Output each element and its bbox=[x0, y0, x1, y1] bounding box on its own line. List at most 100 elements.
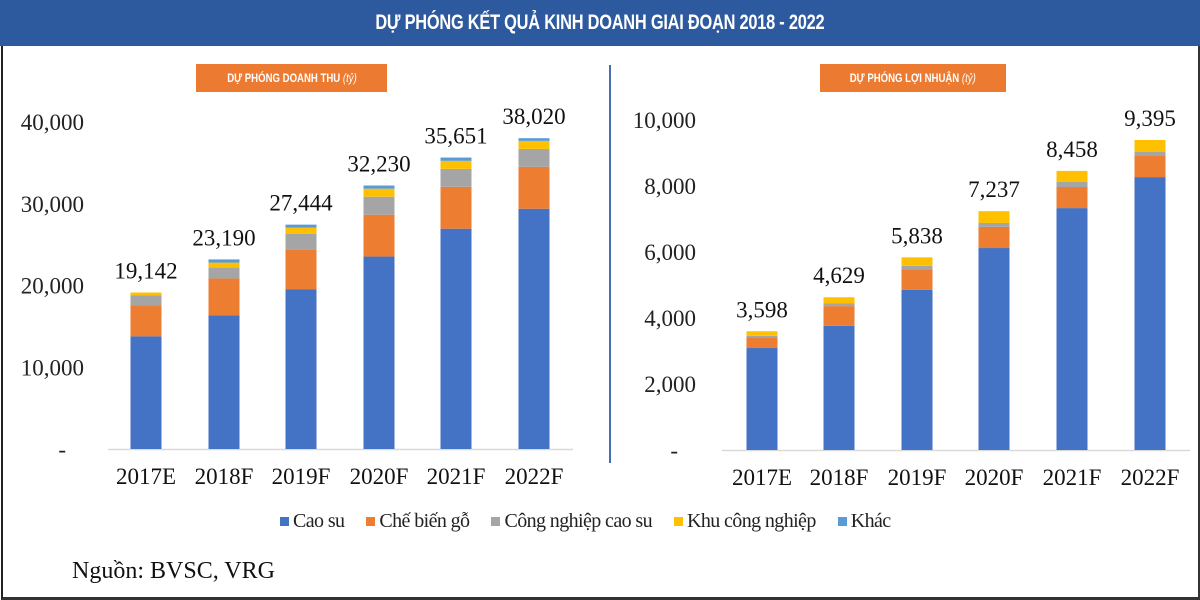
revenue-x-tick-label: 2017E bbox=[116, 464, 176, 489]
revenue-bar-segment bbox=[208, 267, 240, 279]
revenue-bar-segment bbox=[363, 256, 395, 449]
profit-bar-segment bbox=[978, 222, 1010, 227]
revenue-y-tick-label: 30,000 bbox=[21, 192, 84, 217]
profit-chart-unit: (tỷ) bbox=[962, 71, 977, 85]
profit-bar-segment bbox=[746, 348, 778, 450]
profit-y-tick-label: 10,000 bbox=[633, 108, 696, 133]
profit-total-label: 3,598 bbox=[736, 297, 788, 322]
profit-bar-segment bbox=[1134, 155, 1166, 178]
profit-bar-segment bbox=[1056, 208, 1088, 450]
revenue-total-label: 23,190 bbox=[192, 225, 255, 250]
revenue-total-label: 19,142 bbox=[114, 259, 177, 284]
revenue-bar-segment bbox=[440, 186, 472, 229]
legend-item-khu-cong-nghiep: Khu công nghiệp bbox=[673, 509, 816, 533]
revenue-total-label: 35,651 bbox=[424, 124, 487, 149]
revenue-bar-segment bbox=[518, 140, 550, 149]
revenue-chart-label: DỰ PHÓNG DOANH THU (tỷ) bbox=[196, 64, 387, 92]
profit-total-label: 9,395 bbox=[1124, 106, 1176, 131]
revenue-x-tick-label: 2021F bbox=[427, 464, 486, 489]
profit-bar-segment bbox=[1134, 152, 1166, 156]
revenue-total-label: 27,444 bbox=[269, 191, 333, 216]
profit-x-tick-label: 2018F bbox=[810, 465, 869, 490]
revenue-x-tick-label: 2022F bbox=[505, 464, 564, 489]
profit-bar-segment bbox=[823, 325, 855, 450]
revenue-bar-segment bbox=[518, 166, 550, 209]
profit-y-tick-label: - bbox=[670, 438, 678, 463]
revenue-y-tick-label: 20,000 bbox=[21, 274, 84, 299]
profit-bar-segment bbox=[746, 337, 778, 349]
legend-item-che-bien-go: Chế biến gỗ bbox=[366, 509, 470, 533]
profit-bar-segment bbox=[901, 269, 933, 290]
revenue-bar-segment bbox=[208, 262, 240, 268]
revenue-bar-segment bbox=[363, 188, 395, 197]
revenue-bar-segment bbox=[130, 305, 162, 337]
legend-swatch-khac bbox=[837, 516, 847, 526]
revenue-bar-segment bbox=[440, 228, 472, 449]
revenue-bar-segment bbox=[130, 292, 162, 296]
revenue-bar-segment bbox=[208, 259, 240, 263]
legend-label: Công nghiệp cao su bbox=[504, 509, 652, 532]
profit-y-tick-label: 4,000 bbox=[644, 306, 696, 331]
profit-total-label: 8,458 bbox=[1046, 137, 1098, 162]
revenue-bar-segment bbox=[363, 185, 395, 189]
legend-label: Chế biến gỗ bbox=[379, 509, 470, 532]
revenue-bar-segment bbox=[363, 214, 395, 257]
panel-divider bbox=[609, 65, 611, 463]
legend-swatch-khu-cong-nghiep bbox=[673, 516, 683, 526]
profit-bar-segment bbox=[746, 331, 778, 336]
revenue-bar-segment bbox=[518, 148, 550, 167]
revenue-total-label: 38,020 bbox=[502, 104, 565, 129]
profit-bar-segment bbox=[901, 257, 933, 266]
revenue-chart-label-text: DỰ PHÓNG DOANH THU bbox=[226, 71, 340, 85]
page-title-banner: DỰ PHÓNG KẾT QUẢ KINH DOANH GIAI ĐOẠN 20… bbox=[0, 0, 1200, 46]
profit-bar-segment bbox=[1134, 139, 1166, 153]
profit-bar-segment bbox=[823, 306, 855, 326]
legend-item-cong-nghiep-cao-su: Công nghiệp cao su bbox=[491, 509, 653, 533]
profit-y-tick-label: 6,000 bbox=[644, 240, 696, 265]
profit-total-label: 4,629 bbox=[813, 263, 865, 288]
profit-x-tick-label: 2021F bbox=[1043, 465, 1102, 490]
profit-x-tick-label: 2020F bbox=[965, 465, 1024, 490]
revenue-bar-segment bbox=[518, 138, 550, 141]
legend-label: Cao su bbox=[293, 509, 345, 532]
revenue-bar-segment bbox=[285, 289, 317, 449]
revenue-y-tick-label: - bbox=[58, 437, 66, 462]
revenue-x-tick-label: 2018F bbox=[195, 464, 254, 489]
revenue-bar-segment bbox=[440, 157, 472, 161]
page-title: DỰ PHÓNG KẾT QUẢ KINH DOANH GIAI ĐOẠN 20… bbox=[375, 11, 825, 34]
profit-bar-segment bbox=[978, 226, 1010, 249]
legend-label: Khu công nghiệp bbox=[686, 509, 816, 532]
revenue-bar-segment bbox=[208, 278, 240, 316]
legend-label: Khác bbox=[850, 509, 891, 532]
profit-bar-segment bbox=[746, 335, 778, 338]
revenue-bar-segment bbox=[285, 233, 317, 250]
profit-y-tick-label: 2,000 bbox=[644, 372, 696, 397]
profit-bar-segment bbox=[901, 265, 933, 270]
profit-bar-segment bbox=[1056, 186, 1088, 209]
revenue-y-tick-label: 40,000 bbox=[21, 110, 84, 135]
legend-swatch-cong-nghiep-cao-su bbox=[491, 516, 501, 526]
profit-total-label: 7,237 bbox=[968, 177, 1020, 202]
profit-total-label: 5,838 bbox=[891, 223, 943, 248]
profit-bar-segment bbox=[978, 248, 1010, 450]
profit-bar-segment bbox=[823, 303, 855, 307]
profit-chart-label-text: DỰ PHÓNG LỢI NHUẬN bbox=[849, 71, 960, 85]
profit-y-tick-label: 8,000 bbox=[644, 174, 696, 199]
revenue-chart-unit: (tỷ) bbox=[342, 71, 357, 85]
revenue-bar-segment bbox=[130, 295, 162, 306]
legend-swatch-che-bien-go bbox=[366, 516, 376, 526]
profit-x-tick-label: 2019F bbox=[888, 465, 947, 490]
source-note: Nguồn: BVSC, VRG bbox=[72, 558, 275, 584]
revenue-x-tick-label: 2020F bbox=[350, 464, 409, 489]
profit-bar-segment bbox=[1056, 182, 1088, 187]
revenue-bar-segment bbox=[285, 224, 317, 228]
revenue-bar-segment bbox=[285, 227, 317, 234]
revenue-bar-segment bbox=[208, 315, 240, 449]
revenue-x-tick-label: 2019F bbox=[272, 464, 331, 489]
revenue-bar-segment bbox=[285, 249, 317, 290]
revenue-bar-segment bbox=[518, 208, 550, 449]
revenue-bar-segment bbox=[440, 160, 472, 169]
legend-item-cao-su: Cao su bbox=[280, 509, 345, 533]
